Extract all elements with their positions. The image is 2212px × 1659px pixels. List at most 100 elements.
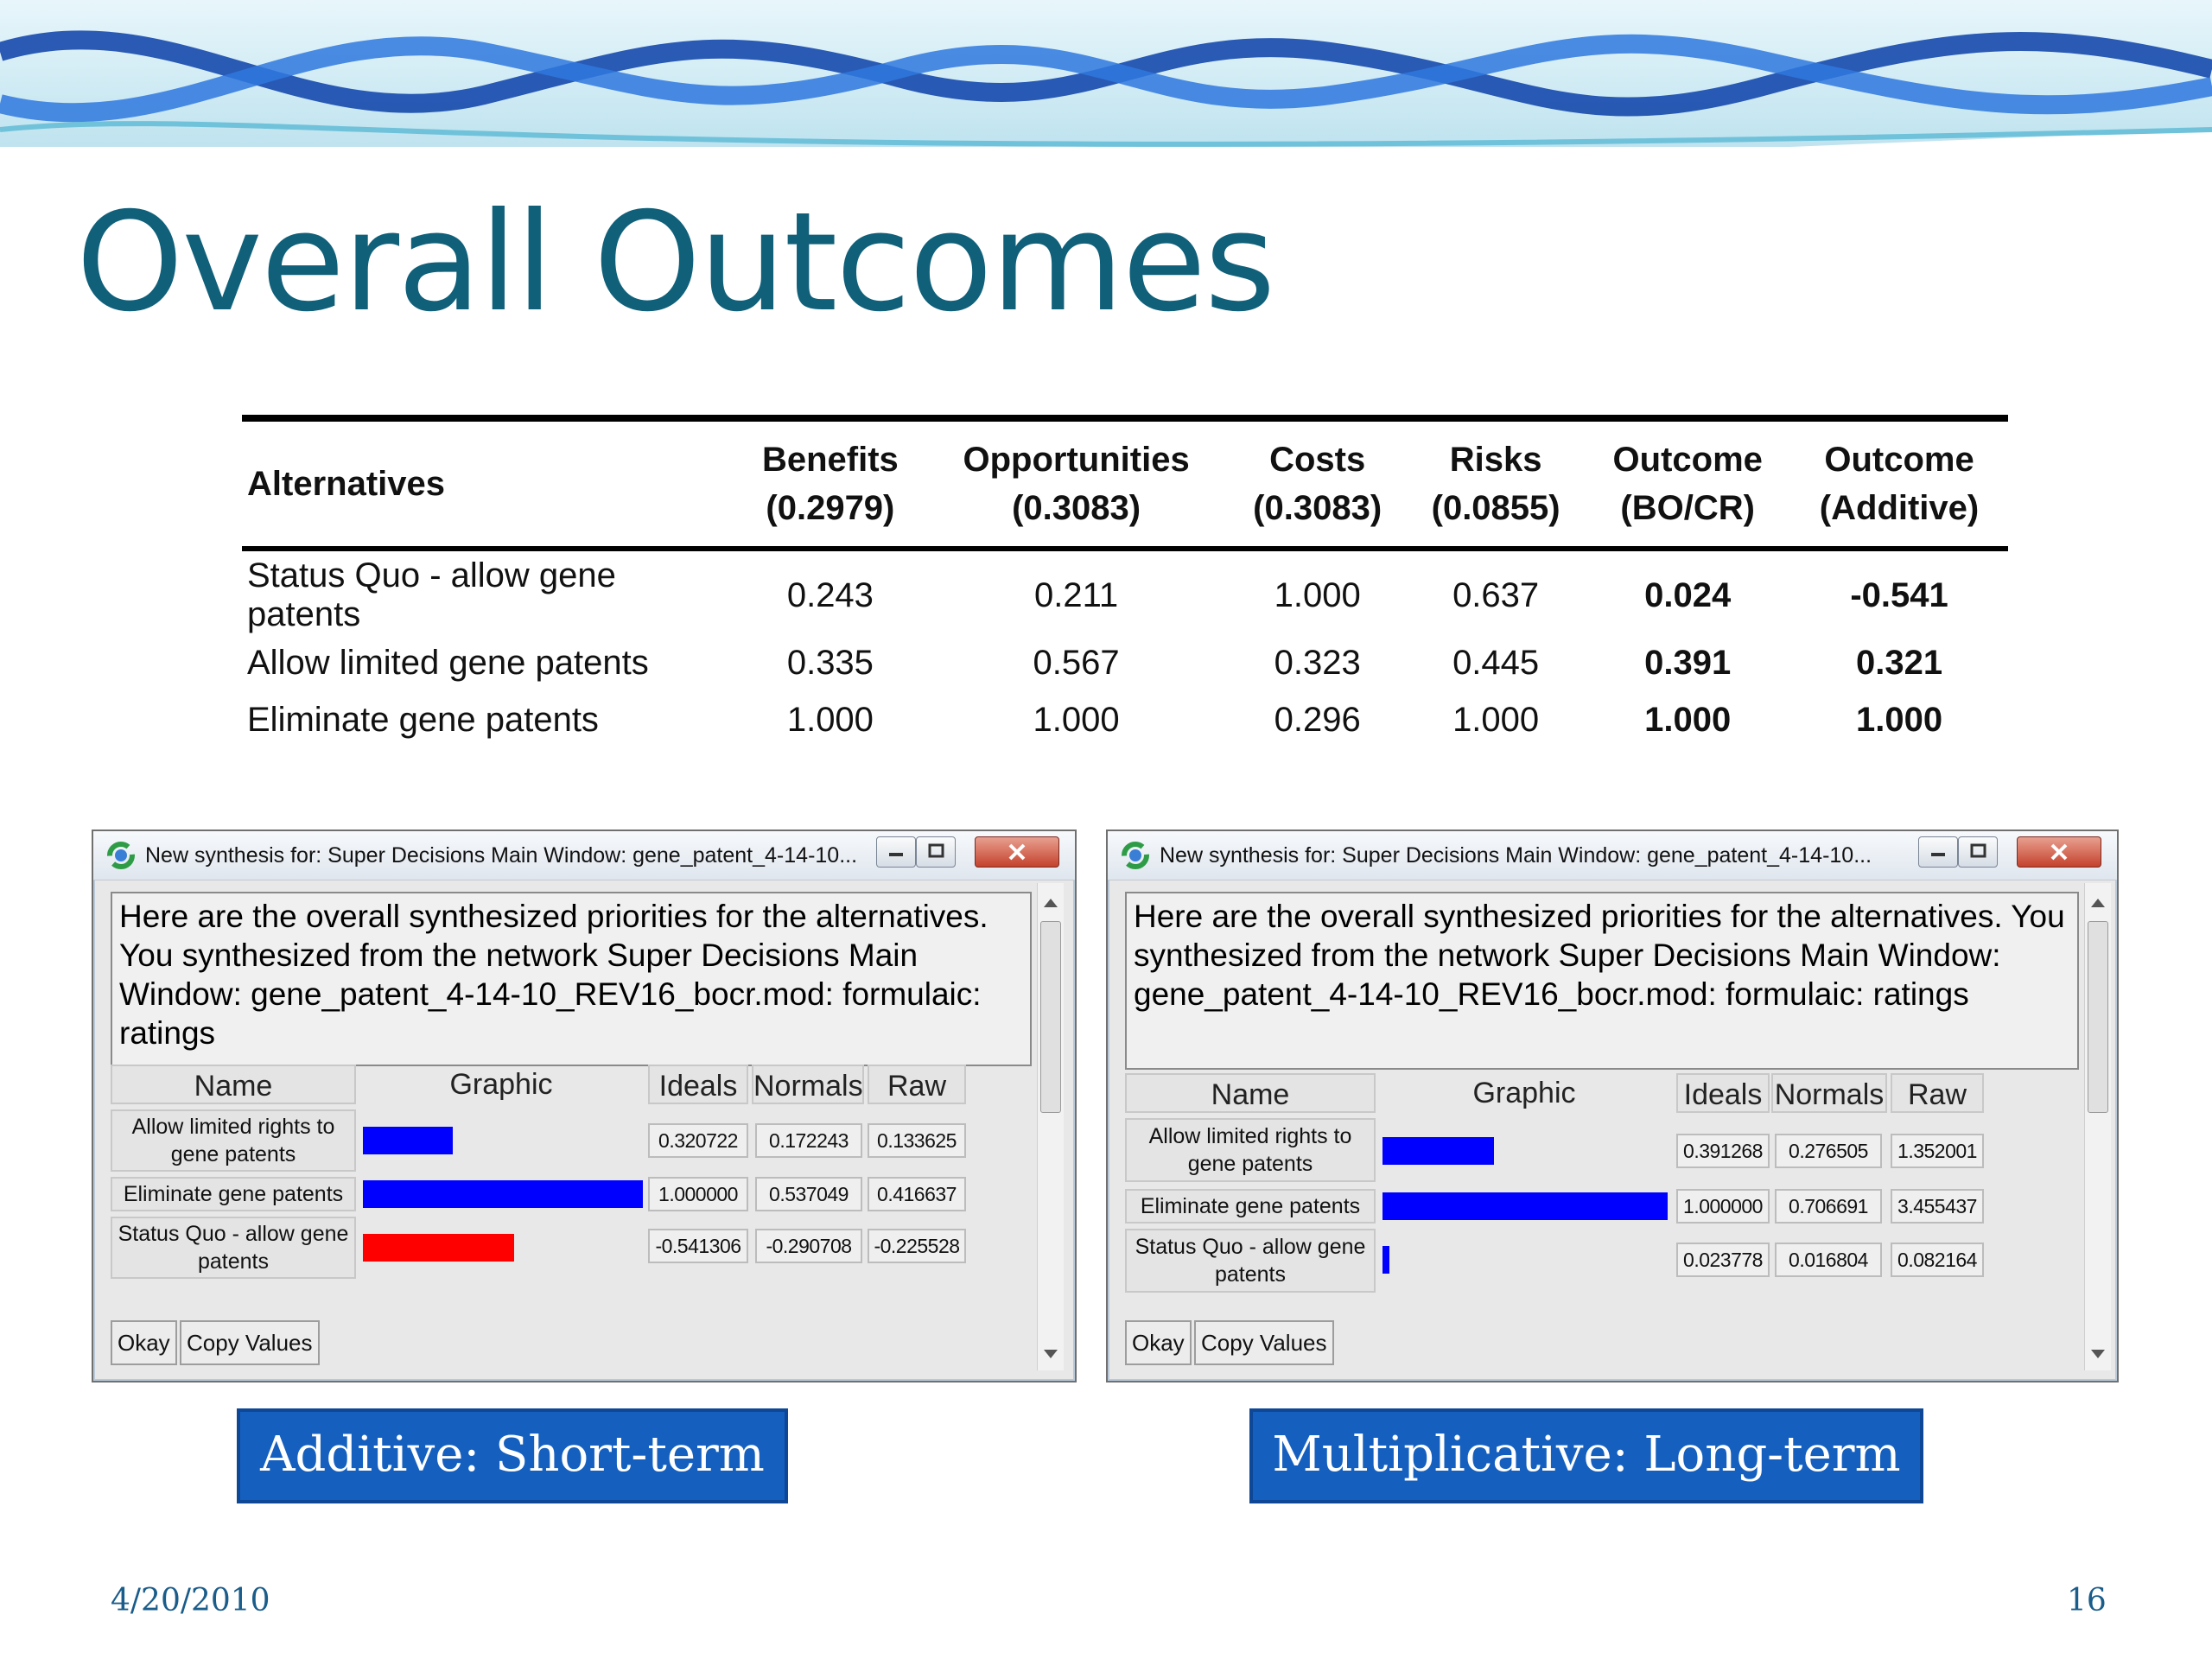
scroll-down-icon[interactable] <box>1044 1350 1058 1358</box>
raw-value: 0.133625 <box>868 1123 966 1158</box>
outcome-additive-value: 1.000 <box>1855 700 1943 739</box>
scroll-up-icon[interactable] <box>2091 899 2105 907</box>
outcome-bocr-value: 0.024 <box>1644 575 1732 614</box>
column-raw: Raw <box>1891 1073 1984 1113</box>
priority-bar <box>363 1234 514 1262</box>
column-name: Name <box>111 1065 356 1104</box>
refresh-app-icon <box>1122 842 1149 869</box>
normals-value: 0.276505 <box>1775 1134 1882 1168</box>
outcome-bocr-value: 0.391 <box>1644 643 1732 682</box>
priorities-grid: Name Graphic Ideals Normals Raw Allow li… <box>111 1065 1032 1281</box>
normals-value: 0.016804 <box>1775 1243 1882 1277</box>
okay-button[interactable]: Okay <box>111 1320 177 1365</box>
normals-value: 0.172243 <box>755 1123 862 1158</box>
header-outcome-additive: Outcome (Additive) <box>1819 441 1980 527</box>
close-icon <box>1008 843 1026 861</box>
column-name: Name <box>1125 1073 1376 1113</box>
synthesis-message: Here are the overall synthesized priorit… <box>1125 892 2079 1070</box>
header-alternatives: Alternatives <box>247 465 445 503</box>
maximize-icon <box>928 843 944 858</box>
raw-value: 1.352001 <box>1891 1134 1984 1168</box>
scroll-down-icon[interactable] <box>2091 1350 2105 1358</box>
alternative-name: Allow limited rights to gene patents <box>1125 1118 1376 1182</box>
risks-value: 0.445 <box>1452 643 1540 682</box>
outcome-additive-value: -0.541 <box>1850 575 1948 614</box>
header-opportunities: Opportunities (0.3083) <box>963 441 1190 527</box>
okay-button[interactable]: Okay <box>1125 1320 1192 1365</box>
alternative-name: Status Quo - allow gene patents <box>1125 1229 1376 1293</box>
column-normals: Normals <box>752 1065 864 1104</box>
outcomes-table: Alternatives Benefits (0.2979) Opportunit… <box>242 415 2008 748</box>
ideals-value: -0.541306 <box>648 1229 748 1263</box>
scroll-thumb[interactable] <box>2088 921 2108 1113</box>
caption-multiplicative: Multiplicative: Long-term <box>1249 1408 1923 1503</box>
alternative-name: Eliminate gene patents <box>247 700 599 739</box>
risks-value: 0.637 <box>1452 575 1540 614</box>
table-row: Eliminate gene patents 1.000 1.000 0.296… <box>242 691 2008 748</box>
opportunities-value: 0.211 <box>1034 575 1119 614</box>
priority-bar <box>363 1127 453 1154</box>
dna-banner-image <box>0 0 2212 173</box>
priority-bar <box>1382 1246 1389 1274</box>
column-normals: Normals <box>1771 1073 1887 1113</box>
slide-date: 4/20/2010 <box>111 1583 270 1618</box>
ideals-value: 0.320722 <box>648 1123 748 1158</box>
slide-title: Overall Outcomes <box>76 183 1275 342</box>
copy-values-button[interactable]: Copy Values <box>1194 1320 1334 1365</box>
synthesis-window-multiplicative: New synthesis for: Super Decisions Main … <box>1106 830 2119 1382</box>
copy-values-button[interactable]: Copy Values <box>180 1320 320 1365</box>
minimize-icon <box>1931 853 1945 856</box>
benefits-value: 1.000 <box>786 700 874 739</box>
alternative-name: Eliminate gene patents <box>111 1177 356 1211</box>
costs-value: 0.296 <box>1274 700 1361 739</box>
maximize-icon <box>1970 843 1986 858</box>
header-costs: Costs (0.3083) <box>1253 441 1382 527</box>
maximize-button[interactable] <box>1958 836 1998 868</box>
column-raw: Raw <box>868 1065 966 1104</box>
scroll-up-icon[interactable] <box>1044 899 1058 907</box>
close-button[interactable] <box>2017 836 2101 868</box>
opportunities-value: 0.567 <box>1033 643 1120 682</box>
minimize-button[interactable] <box>876 836 916 868</box>
window-titlebar[interactable]: New synthesis for: Super Decisions Main … <box>93 831 1075 880</box>
vertical-scrollbar[interactable] <box>2084 883 2111 1370</box>
ideals-value: 0.391268 <box>1676 1134 1770 1168</box>
table-row: Allow limited gene patents 0.335 0.567 0… <box>242 634 2008 691</box>
close-button[interactable] <box>975 836 1059 868</box>
raw-value: 3.455437 <box>1891 1189 1984 1224</box>
alternative-name: Allow limited rights to gene patents <box>111 1109 356 1172</box>
minimize-button[interactable] <box>1918 836 1958 868</box>
synthesis-message: Here are the overall synthesized priorit… <box>111 892 1032 1066</box>
scroll-thumb[interactable] <box>1040 921 1061 1113</box>
slide-number: 16 <box>2067 1583 2107 1618</box>
window-title: New synthesis for: Super Decisions Main … <box>145 843 858 868</box>
benefits-value: 0.243 <box>786 575 874 614</box>
normals-value: -0.290708 <box>755 1229 862 1263</box>
raw-value: 0.416637 <box>868 1177 966 1211</box>
risks-value: 1.000 <box>1452 700 1540 739</box>
ideals-value: 1.000000 <box>1676 1189 1770 1224</box>
alternative-name: Allow limited gene patents <box>247 643 649 682</box>
close-icon <box>2050 843 2068 861</box>
alternative-name: Eliminate gene patents <box>1125 1189 1376 1224</box>
ideals-value: 1.000000 <box>648 1177 748 1211</box>
maximize-button[interactable] <box>916 836 956 868</box>
caption-additive: Additive: Short-term <box>237 1408 788 1503</box>
window-titlebar[interactable]: New synthesis for: Super Decisions Main … <box>1108 831 2117 880</box>
ideals-value: 0.023778 <box>1676 1243 1770 1277</box>
raw-value: -0.225528 <box>868 1229 966 1263</box>
alternative-name: Status Quo - allow gene patents <box>247 556 616 633</box>
header-benefits: Benefits (0.2979) <box>761 441 899 527</box>
minimize-icon <box>889 853 903 856</box>
vertical-scrollbar[interactable] <box>1037 883 1064 1370</box>
benefits-value: 0.335 <box>786 643 874 682</box>
outcome-bocr-value: 1.000 <box>1644 700 1732 739</box>
opportunities-value: 1.000 <box>1033 700 1120 739</box>
priorities-grid: Name Graphic Ideals Normals Raw Allow li… <box>1125 1073 2079 1293</box>
header-risks: Risks (0.0855) <box>1431 441 1560 527</box>
normals-value: 0.537049 <box>755 1177 862 1211</box>
column-ideals: Ideals <box>1676 1073 1770 1113</box>
alternative-name: Status Quo - allow gene patents <box>111 1217 356 1279</box>
refresh-app-icon <box>107 842 135 869</box>
window-title: New synthesis for: Super Decisions Main … <box>1160 843 1872 868</box>
